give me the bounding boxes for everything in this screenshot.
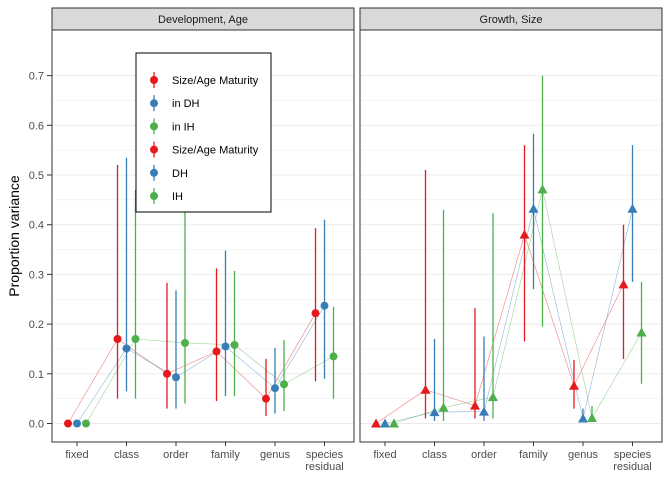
panel-border [51, 29, 355, 443]
y-tick-label: 0.5 [29, 170, 44, 182]
data-point [163, 369, 171, 378]
data-point [73, 419, 81, 428]
data-point [230, 340, 239, 349]
data-point [221, 342, 230, 351]
data-point [172, 373, 180, 382]
data-point [64, 419, 72, 428]
y-tick-label: 0.7 [29, 71, 44, 83]
legend-box [135, 52, 272, 213]
data-point [380, 418, 390, 428]
legend-label: Size/Age Maturity [172, 145, 259, 157]
legend-label: Size/Age Maturity [172, 75, 259, 87]
data-point [113, 335, 122, 344]
data-point [122, 344, 131, 353]
x-tick-label: species [614, 449, 652, 461]
data-point [271, 384, 279, 393]
legend: Size/Age Maturity in DH in IH Size/Age Matu… [135, 52, 272, 213]
data-point [537, 184, 548, 194]
x-tick-label: order [163, 449, 189, 461]
y-tick-label: 0.2 [29, 319, 44, 331]
x-tick-label: residual [613, 461, 652, 473]
panel-growth-size: Growth, Size fixed class order family genus sp… [359, 7, 663, 473]
data-point [320, 301, 329, 310]
x-tick-label: family [211, 449, 240, 461]
data-point [578, 413, 588, 423]
data-point [131, 335, 140, 344]
x-tick-label: family [519, 449, 548, 461]
legend-label: in IH [172, 121, 195, 133]
data-point [438, 402, 449, 412]
x-tick-label: genus [568, 449, 598, 461]
plot-area [360, 30, 662, 442]
x-tick-label: fixed [373, 449, 396, 461]
data-point [636, 327, 647, 337]
legend-label: in DH [172, 98, 200, 110]
panel-border [359, 29, 663, 443]
legend-key-point [150, 192, 158, 200]
legend-key-point [150, 76, 158, 84]
series-line [384, 208, 633, 424]
facet-title: Development, Age [158, 14, 248, 26]
data-point [371, 418, 381, 428]
data-point [488, 392, 498, 402]
series-line [85, 338, 334, 424]
x-tick-label: residual [305, 461, 344, 473]
x-tick-label: class [114, 449, 140, 461]
y-tick-label: 0.6 [29, 120, 44, 132]
y-tick-label: 0.4 [29, 220, 44, 232]
data-point [528, 203, 539, 213]
data-point [519, 229, 530, 239]
data-point [389, 418, 399, 428]
facet-title: Growth, Size [480, 14, 543, 26]
data-point [82, 419, 90, 428]
legend-label: DH [172, 168, 188, 180]
y-axis-label: Proportion variance [6, 175, 22, 297]
legend-key-point [150, 145, 158, 154]
x-tick-label: fixed [65, 449, 88, 461]
data-point [429, 407, 440, 417]
data-point [262, 394, 270, 403]
data-point [470, 400, 480, 410]
data-point [479, 406, 489, 416]
legend-key-point [150, 99, 158, 108]
data-point [280, 380, 288, 389]
data-point [420, 384, 431, 394]
x-tick-label: order [471, 449, 497, 461]
data-point [181, 338, 189, 347]
data-point [569, 380, 579, 390]
data-point [311, 309, 320, 318]
series-line [375, 233, 624, 424]
x-tick-label: species [306, 449, 344, 461]
legend-label: IH [172, 191, 183, 203]
x-tick-label: class [422, 449, 448, 461]
series-line [76, 305, 325, 424]
legend-key-point [150, 122, 158, 131]
y-tick-label: 0.3 [29, 269, 44, 281]
data-point [212, 347, 221, 356]
y-tick-label: 0.0 [29, 419, 44, 431]
data-point [618, 279, 629, 289]
data-point [329, 352, 338, 361]
legend-key-point [150, 168, 158, 177]
y-tick-label: 0.1 [29, 369, 44, 381]
x-tick-label: genus [260, 449, 290, 461]
data-point [587, 413, 597, 423]
data-point [627, 203, 638, 213]
